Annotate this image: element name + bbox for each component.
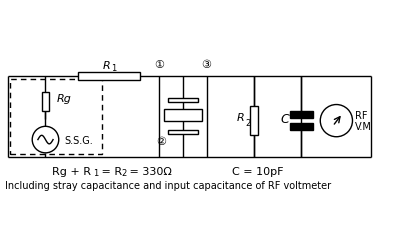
Text: 2: 2 — [246, 119, 251, 128]
Circle shape — [320, 105, 352, 137]
Text: = 330Ω: = 330Ω — [126, 166, 172, 176]
Text: 1: 1 — [93, 169, 98, 177]
Bar — [250, 107, 258, 135]
Text: ①: ① — [154, 60, 164, 70]
Bar — [10, 80, 102, 154]
Bar — [168, 131, 198, 134]
Bar — [164, 110, 202, 121]
Bar — [290, 112, 313, 118]
Text: Rg + R: Rg + R — [52, 166, 91, 176]
Text: S.S.G.: S.S.G. — [64, 135, 93, 145]
Bar — [168, 98, 198, 102]
Text: = R: = R — [98, 166, 122, 176]
Bar — [42, 93, 49, 112]
Text: Rg: Rg — [57, 93, 72, 104]
Text: R: R — [237, 112, 244, 122]
Bar — [78, 73, 140, 81]
Text: RF: RF — [355, 110, 368, 120]
Text: ②: ② — [156, 136, 166, 146]
Text: V.M: V.M — [355, 122, 372, 132]
Text: ③: ③ — [202, 60, 212, 70]
Bar — [290, 124, 313, 131]
Text: 1: 1 — [111, 64, 116, 73]
Text: C = 10pF: C = 10pF — [232, 166, 284, 176]
Circle shape — [32, 127, 59, 153]
Text: R: R — [102, 61, 110, 71]
Text: Including stray capacitance and input capacitance of RF voltmeter: Including stray capacitance and input ca… — [5, 180, 331, 190]
Text: 2: 2 — [121, 169, 126, 177]
Text: C: C — [281, 113, 290, 126]
